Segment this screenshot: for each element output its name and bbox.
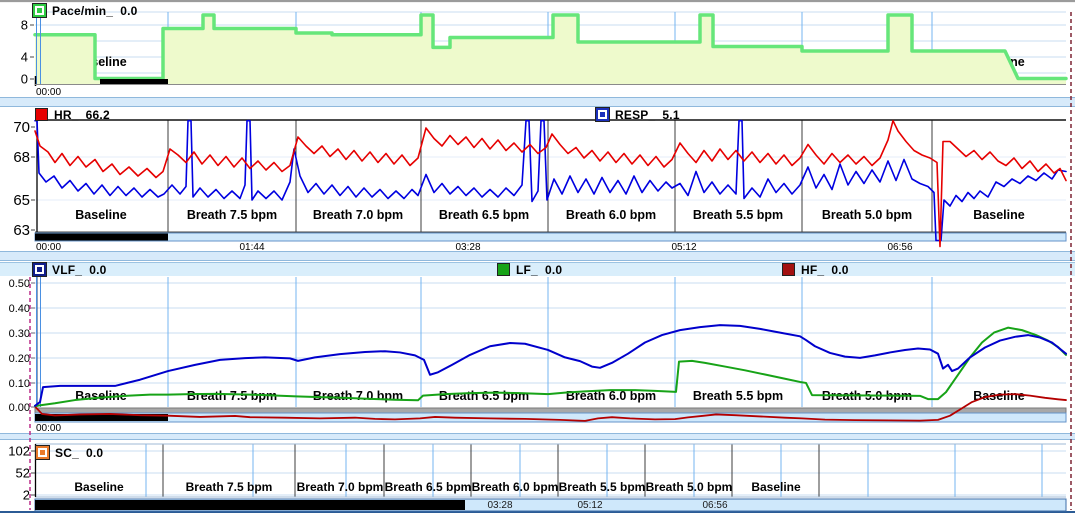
spectral-time-label: 00:00 — [36, 423, 61, 434]
pace-channel-checkbox-icon[interactable] — [33, 4, 46, 17]
pace-channel-label: Pace/min_ 0.0 — [52, 3, 138, 18]
sc-segment-label: Baseline — [74, 480, 124, 494]
pace-y-tick-label: 8 — [21, 18, 28, 33]
pace-trace — [33, 13, 1068, 81]
sc-plot-area — [35, 444, 1066, 497]
spectral-segment-label: Baseline — [973, 389, 1024, 403]
spectral-segment-label: Breath 6.5 bpm — [439, 389, 529, 403]
spectral-y-tick-label: 0.00 — [9, 402, 30, 414]
vlf-channel-label: VLF_ 0.0 — [52, 262, 107, 277]
cardio-segment-label: Baseline — [75, 208, 126, 222]
spectral-y-tick-label: 0.40 — [9, 303, 30, 315]
spectral-segment-label: Breath 7.5 bpm — [187, 389, 277, 403]
pace-baseline-progress-bar[interactable] — [100, 79, 168, 85]
cardio-time-label: 03:28 — [455, 242, 480, 253]
lf-channel-label: LF_ 0.0 — [516, 262, 563, 277]
hf-trace — [34, 393, 1067, 422]
hf-channel-label: HF_ 0.0 — [801, 262, 849, 277]
sc-segment-label: Baseline — [751, 480, 801, 494]
pace-channel-legend[interactable]: Pace/min_ 0.0 — [33, 3, 138, 18]
sc-time-label: 06:56 — [702, 500, 727, 511]
spectral-segment-label: Breath 5.5 bpm — [693, 389, 783, 403]
sc-progress-bar[interactable] — [35, 500, 465, 510]
cardio-segment-label: Breath 6.0 bpm — [566, 208, 656, 222]
resp-trace — [34, 119, 1067, 242]
spectral-segment-label: Breath 7.0 bpm — [313, 389, 403, 403]
sc-time-label: 03:28 — [487, 500, 512, 511]
window-bottom-edge — [0, 511, 1075, 513]
pace-area-fill — [35, 15, 1066, 85]
spectral-y-tick-label: 0.10 — [9, 378, 30, 390]
lf-channel-legend[interactable]: LF_ 0.0 — [497, 262, 563, 277]
spectral-y-tick-label: 0.30 — [9, 328, 30, 340]
sc-channel-legend[interactable]: SC_ 0.0 — [36, 445, 104, 460]
sc-time-label: 05:12 — [577, 500, 602, 511]
pace-y-tick-label: 0 — [21, 72, 28, 87]
cardio-y-tick-label: 63 — [13, 222, 30, 239]
pace-y-tick-label: 4 — [21, 50, 28, 65]
panel-separator — [0, 433, 1075, 440]
spectral-header-strip — [0, 262, 1075, 276]
panel-separator — [0, 251, 1075, 261]
vlf-trace — [34, 324, 1067, 407]
lf-trace — [34, 326, 1067, 408]
sc-y-tick-label: 2 — [23, 488, 30, 503]
vlf-channel-legend[interactable]: VLF_ 0.0 — [33, 262, 107, 277]
sc-channel-label: SC_ 0.0 — [55, 445, 104, 460]
hf-channel-legend[interactable]: HF_ 0.0 — [782, 262, 849, 277]
sc-channel-checkbox-icon[interactable] — [36, 446, 49, 459]
vlf-channel-checkbox-icon[interactable] — [33, 263, 46, 276]
pace-time-label: 00:00 — [36, 87, 61, 98]
sc-segment-label: Breath 6.5 bpm — [385, 480, 472, 494]
lf-channel-swatch-icon[interactable] — [497, 263, 510, 276]
cardio-time-label: 06:56 — [887, 242, 912, 253]
spectral-zero-groove — [34, 407, 1067, 414]
sc-segment-label: Breath 7.0 bpm — [297, 480, 384, 494]
resp-channel-legend[interactable]: RESP_ 5.1 — [596, 107, 680, 122]
cardio-scroll-strip[interactable] — [34, 232, 1067, 242]
cardio-y-tick-label: 65 — [13, 192, 30, 209]
cardio-time-label: 05:12 — [671, 242, 696, 253]
cardio-segment-label: Breath 7.0 bpm — [313, 208, 403, 222]
spectral-plot-area — [35, 276, 1066, 407]
resp-channel-label: RESP_ 5.1 — [615, 107, 680, 122]
sc-segment-label: Breath 5.0 bpm — [646, 480, 733, 494]
cardio-segment-label: Breath 7.5 bpm — [187, 208, 277, 222]
sc-y-tick-label: 102 — [8, 444, 30, 459]
spectral-progress-bar[interactable] — [35, 414, 168, 421]
cardio-progress-bar[interactable] — [35, 233, 168, 241]
hr-channel-swatch-icon[interactable] — [35, 108, 48, 121]
sc-segment-label: Breath 6.0 bpm — [472, 480, 559, 494]
cardio-time-label: 00:00 — [36, 242, 61, 253]
sc-y-tick-label: 52 — [16, 466, 30, 481]
hr-channel-label: HR_ 66.2 — [54, 107, 110, 122]
sc-segment-label: Breath 7.5 bpm — [186, 480, 273, 494]
window-top-edge — [0, 0, 1075, 2]
sc-segment-label: Breath 5.5 bpm — [559, 480, 646, 494]
cardio-y-tick-label: 70 — [13, 119, 30, 136]
hf-channel-swatch-icon[interactable] — [782, 263, 795, 276]
panel-separator — [0, 97, 1075, 107]
cardio-segment-label: Breath 5.0 bpm — [822, 208, 912, 222]
cardio-y-tick-label: 68 — [13, 149, 30, 166]
hr-channel-legend[interactable]: HR_ 66.2 — [35, 107, 110, 122]
spectral-y-tick-label: 0.20 — [9, 353, 30, 365]
hr-trace — [34, 119, 1067, 248]
cardio-time-label: 01:44 — [239, 242, 264, 253]
spectral-y-tick-label: 0.50 — [9, 278, 30, 290]
cardio-segment-label: Breath 5.5 bpm — [693, 208, 783, 222]
resp-channel-checkbox-icon[interactable] — [596, 108, 609, 121]
cardio-segment-label: Baseline — [973, 208, 1024, 222]
cardio-segment-label: Breath 6.5 bpm — [439, 208, 529, 222]
spectral-segment-label: Breath 6.0 bpm — [566, 389, 656, 403]
